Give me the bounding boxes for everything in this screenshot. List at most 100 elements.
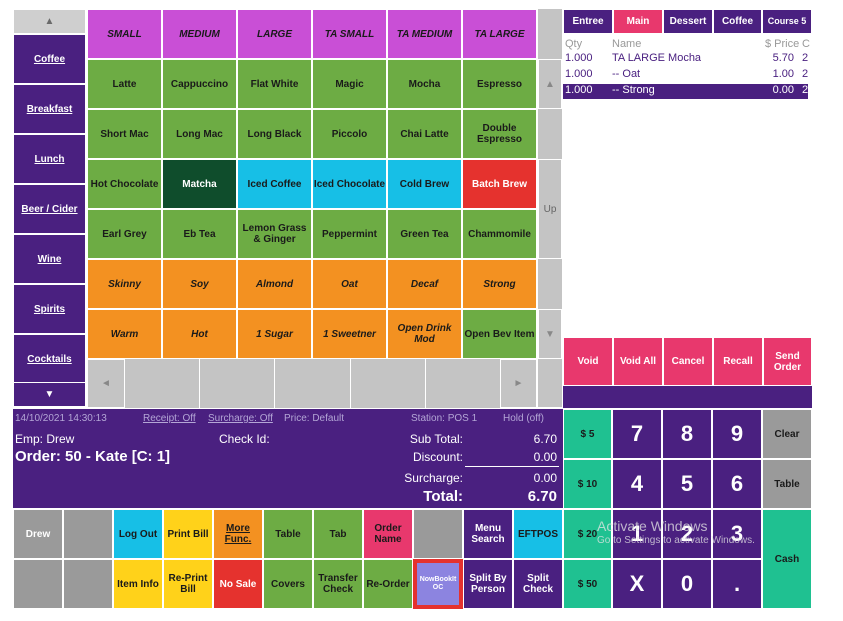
more-func-button[interactable]: More Func. [213,509,263,559]
category-coffee[interactable]: Coffee [13,34,86,84]
menu-item-cold-brew[interactable]: Cold Brew [387,159,462,209]
menu-item-espresso[interactable]: Espresso [462,59,537,109]
keypad-9-key[interactable]: 9 [712,409,762,459]
keypad-1-key[interactable]: 1 [612,509,662,559]
menu-search-button[interactable]: Menu Search [463,509,513,559]
menu-item-chai-latte[interactable]: Chai Latte [387,109,462,159]
menu-item-open-drink-mod[interactable]: Open Drink Mod [387,309,462,359]
menu-item-iced-coffee[interactable]: Iced Coffee [237,159,312,209]
menu-item-open-bev-item[interactable]: Open Bev Item [462,309,537,359]
log-out-button[interactable]: Log Out [113,509,163,559]
course-tab-dessert[interactable]: Dessert [663,9,713,34]
table-button[interactable]: Table [263,509,313,559]
menu-item-double-espresso[interactable]: Double Espresso [462,109,537,159]
quick-cash-5-button[interactable]: $ 5 [563,409,612,459]
menu-item-earl-grey[interactable]: Earl Grey [87,209,162,259]
size-medium-button[interactable]: MEDIUM [162,9,237,59]
keypad-7-key[interactable]: 7 [612,409,662,459]
size-ta-large-button[interactable]: TA LARGE [462,9,537,59]
scroll-up-label[interactable]: Up [538,159,562,259]
scroll-left-button[interactable]: ◄ [87,359,125,408]
menu-item-oat[interactable]: Oat [312,259,387,309]
menu-item-warm[interactable]: Warm [87,309,162,359]
blank-button[interactable] [413,509,463,559]
keypad-3-key[interactable]: 3 [712,509,762,559]
split-check-button[interactable]: Split Check [513,559,563,609]
print-bill-button[interactable]: Print Bill [163,509,213,559]
keypad-decimal-key[interactable]: . [712,559,762,609]
clear-button[interactable]: Clear [762,409,812,459]
menu-item-soy[interactable]: Soy [162,259,237,309]
covers-button[interactable]: Covers [263,559,313,609]
keypad-6-key[interactable]: 6 [712,459,762,509]
recall-button[interactable]: Recall [713,337,763,386]
keypad-8-key[interactable]: 8 [662,409,712,459]
menu-item-magic[interactable]: Magic [312,59,387,109]
menu-item-iced-chocolate[interactable]: Iced Chocolate [312,159,387,209]
menu-item-short-mac[interactable]: Short Mac [87,109,162,159]
table-keypad-button[interactable]: Table [762,459,812,509]
menu-item-mocha[interactable]: Mocha [387,59,462,109]
cash-button[interactable]: Cash [762,509,812,609]
menu-item-1-sugar[interactable]: 1 Sugar [237,309,312,359]
nowbookit-oc-button[interactable]: NowBookIt OC [413,559,463,609]
size-large-button[interactable]: LARGE [237,9,312,59]
scroll-right-button[interactable]: ► [500,359,537,408]
menu-item-cappuccino[interactable]: Cappuccino [162,59,237,109]
surcharge-toggle[interactable]: Surcharge: Off [208,413,273,424]
category-beer-cider[interactable]: Beer / Cider [13,184,86,234]
menu-item-almond[interactable]: Almond [237,259,312,309]
blank-button[interactable] [13,559,63,609]
scroll-down-button[interactable]: ▼ [538,309,562,359]
menu-item-eb-tea[interactable]: Eb Tea [162,209,237,259]
menu-item-latte[interactable]: Latte [87,59,162,109]
quick-cash-20-button[interactable]: $ 20 [563,509,612,559]
category-spirits[interactable]: Spirits [13,284,86,334]
horizontal-scroll-bar[interactable]: ◄ ► [87,359,537,408]
menu-item-hot-chocolate[interactable]: Hot Chocolate [87,159,162,209]
menu-item-decaf[interactable]: Decaf [387,259,462,309]
menu-item-1-sweetner[interactable]: 1 Sweetner [312,309,387,359]
scroll-up-button[interactable]: ▲ [538,59,562,109]
size-small-button[interactable]: SMALL [87,9,162,59]
order-line[interactable]: 1.000 -- Oat 1.00 2 [563,68,808,83]
blank-button[interactable] [63,509,113,559]
re-order-button[interactable]: Re-Order [363,559,413,609]
menu-item-strong[interactable]: Strong [462,259,537,309]
keypad-x-key[interactable]: X [612,559,662,609]
menu-item-long-black[interactable]: Long Black [237,109,312,159]
transfer-check-button[interactable]: Transfer Check [313,559,363,609]
split-by-person-button[interactable]: Split By Person [463,559,513,609]
menu-item-matcha[interactable]: Matcha [162,159,237,209]
menu-item-green-tea[interactable]: Green Tea [387,209,462,259]
category-wine[interactable]: Wine [13,234,86,284]
category-breakfast[interactable]: Breakfast [13,84,86,134]
category-lunch[interactable]: Lunch [13,134,86,184]
no-sale-button[interactable]: No Sale [213,559,263,609]
menu-item-lemon-grass-ginger[interactable]: Lemon Grass & Ginger [237,209,312,259]
menu-item-flat-white[interactable]: Flat White [237,59,312,109]
menu-item-skinny[interactable]: Skinny [87,259,162,309]
keypad-2-key[interactable]: 2 [662,509,712,559]
menu-item-peppermint[interactable]: Peppermint [312,209,387,259]
item-info-button[interactable]: Item Info [113,559,163,609]
quick-cash-50-button[interactable]: $ 50 [563,559,612,609]
size-ta-small-button[interactable]: TA SMALL [312,9,387,59]
menu-item-hot[interactable]: Hot [162,309,237,359]
menu-item-chammomile[interactable]: Chammomile [462,209,537,259]
drew-button[interactable]: Drew [13,509,63,559]
send-order-button[interactable]: Send Order [763,337,812,386]
keypad-4-key[interactable]: 4 [612,459,662,509]
course-tab-course-5[interactable]: Course 5 [762,9,812,34]
re-print-bill-button[interactable]: Re-Print Bill [163,559,213,609]
category-scroll-up-button[interactable]: ▲ [13,9,86,34]
blank-button[interactable] [63,559,113,609]
eftpos-button[interactable]: EFTPOS [513,509,563,559]
vertical-scroll-bar[interactable]: ▲ Up ▼ [538,9,562,407]
receipt-toggle[interactable]: Receipt: Off [143,413,196,424]
cancel-button[interactable]: Cancel [663,337,713,386]
course-tab-main[interactable]: Main [613,9,663,34]
void-all-button[interactable]: Void All [613,337,663,386]
course-tab-coffee[interactable]: Coffee [713,9,762,34]
order-name-button[interactable]: Order Name [363,509,413,559]
